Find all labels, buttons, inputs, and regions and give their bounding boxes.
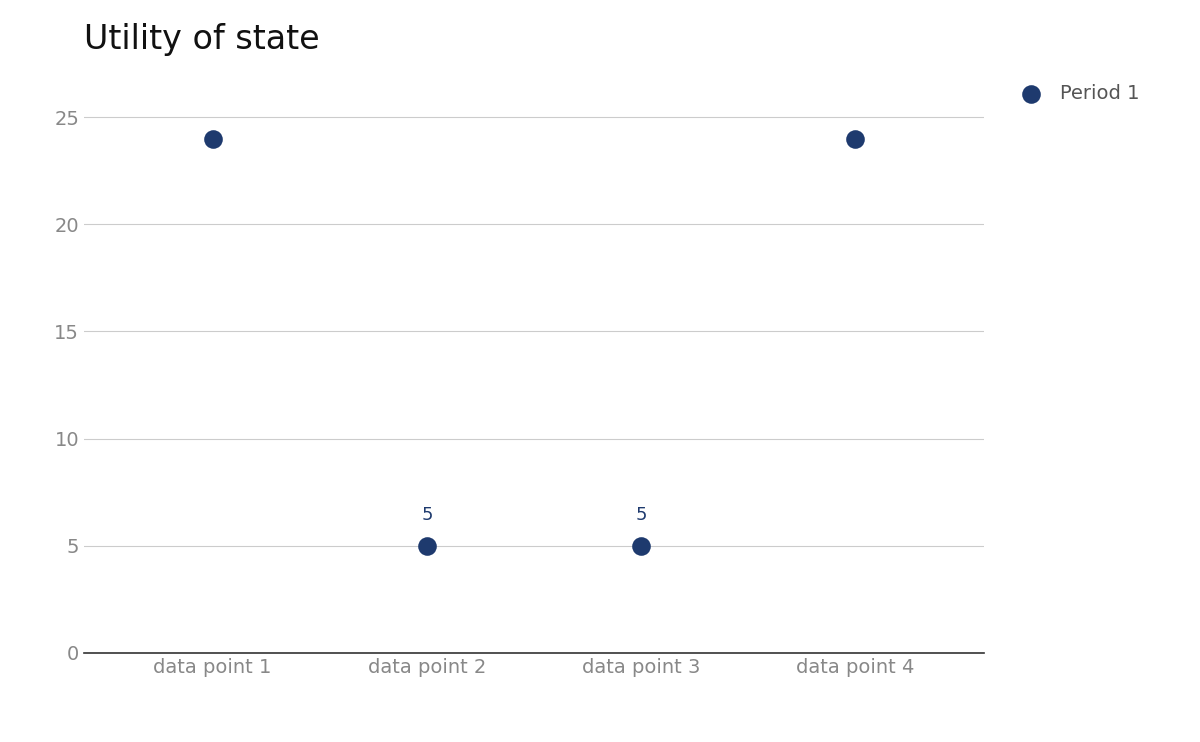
Legend: Period 1: Period 1 — [1012, 84, 1140, 103]
Text: 5: 5 — [635, 506, 647, 525]
Period 1 — [846, 133, 865, 145]
Period 1 — [418, 540, 437, 552]
Text: 5: 5 — [421, 506, 433, 525]
Period 1 — [203, 133, 222, 145]
Period 1 — [631, 540, 650, 552]
Text: Utility of state: Utility of state — [84, 23, 319, 56]
